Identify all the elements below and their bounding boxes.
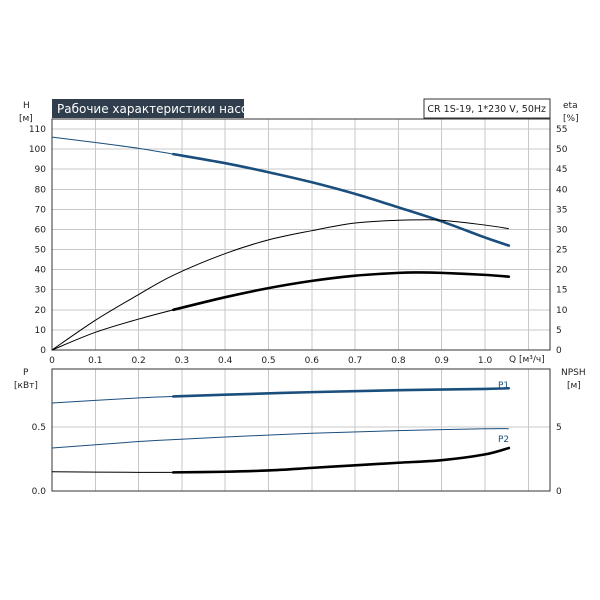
right-y-tick-label: 10 (556, 306, 568, 316)
upper-left-axis-label: H (23, 101, 30, 111)
upper-curve-0-operating-range (171, 152, 511, 247)
series-label-p1: P1 (498, 381, 509, 391)
x-tick-label: 0.6 (305, 356, 320, 366)
right-y-tick-label: 35 (556, 205, 567, 215)
left-y-tick-label: 100 (29, 145, 46, 155)
left-y-tick-label: 40 (35, 266, 47, 276)
x-tick-label: 0.8 (391, 356, 406, 366)
pump-model-label: CR 1S-19, 1*230 V, 50Hz (427, 104, 546, 115)
left-y-tick-label: 20 (35, 306, 47, 316)
right-y-tick-label: 0 (556, 487, 562, 497)
left-y-tick-label: 0.0 (32, 487, 47, 497)
upper-plot-grid (52, 119, 550, 350)
upper-right-axis-label: eta (563, 101, 578, 111)
x-tick-label: 0.7 (348, 356, 362, 366)
left-y-tick-label: 0.5 (32, 423, 46, 433)
right-y-tick-label: 50 (556, 145, 568, 155)
left-y-tick-label: 110 (29, 125, 46, 135)
right-y-tick-label: 55 (556, 125, 567, 135)
right-y-tick-label: 5 (556, 326, 562, 336)
right-y-tick-label: 0 (556, 346, 562, 356)
left-y-tick-label: 30 (35, 286, 47, 296)
right-y-tick-label: 25 (556, 246, 567, 256)
model-label-box (423, 98, 551, 119)
right-y-tick-label: 20 (556, 266, 568, 276)
x-tick-label: 0.2 (131, 356, 145, 366)
left-y-tick-label: 70 (35, 205, 47, 215)
left-y-tick-label: 60 (35, 225, 47, 235)
lower-right-axis-label: NPSH (561, 368, 586, 378)
upper-right-axis-unit: [%] (563, 114, 579, 124)
x-tick-label: 0.3 (175, 356, 189, 366)
lower-left-axis-label: P (23, 368, 29, 378)
performance-curves (51, 136, 511, 474)
x-tick-label: 0.9 (435, 356, 450, 366)
upper-curve-1 (51, 219, 509, 351)
lower-plot-frame (51, 368, 551, 492)
left-y-tick-label: 50 (35, 246, 47, 256)
left-y-tick-label: 90 (35, 165, 47, 175)
x-tick-label: 0.1 (88, 356, 102, 366)
chart-title: Рабочие характеристики насоса (57, 102, 262, 116)
left-y-tick-label: 0 (40, 346, 46, 356)
chart-title-box (52, 99, 244, 118)
lower-right-axis-unit: [м] (567, 381, 581, 391)
upper-curve-2 (51, 271, 509, 351)
right-y-tick-label: 15 (556, 286, 567, 296)
tick-labels: 0 0.1 0.2 0.3 0.4 0.5 0.6 0.7 0.8 0.9 1.0 0 10 20 30 40… (29, 125, 568, 497)
x-tick-label: 1.0 (478, 356, 493, 366)
right-y-tick-label: 30 (556, 225, 568, 235)
left-y-tick-label: 10 (35, 326, 47, 336)
upper-left-axis-unit: [м] (19, 114, 33, 124)
lower-curve-1 (51, 428, 509, 449)
right-y-tick-label: 5 (556, 423, 562, 433)
x-axis-label: Q [м³/ч] (509, 355, 545, 365)
x-tick-label: 0.4 (218, 356, 233, 366)
series-label-p2: P2 (498, 435, 509, 445)
lower-left-axis-unit: [кВт] (14, 381, 38, 391)
x-tick-label: 0.5 (261, 356, 275, 366)
upper-curve-2-operating-range (171, 271, 511, 312)
lower-curve-0-operating-range (171, 386, 511, 398)
lower-curve-2-operating-range (171, 446, 511, 474)
upper-plot-frame (51, 118, 551, 351)
right-y-tick-label: 45 (556, 165, 567, 175)
right-y-tick-label: 40 (556, 185, 568, 195)
left-y-tick-label: 80 (35, 185, 47, 195)
x-tick-label: 0 (49, 356, 55, 366)
